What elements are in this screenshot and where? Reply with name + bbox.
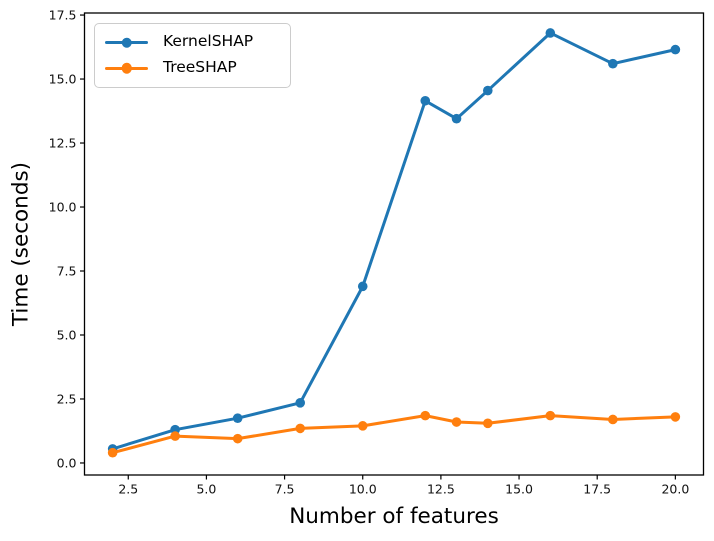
kernelshap-line-marker-icon bbox=[105, 37, 148, 48]
plot-border bbox=[83, 12, 705, 476]
y-tick-label: 17.5 bbox=[49, 7, 77, 22]
y-tick-label: 10.0 bbox=[49, 199, 77, 214]
kernelshap-point bbox=[451, 113, 462, 124]
treeshap-point bbox=[451, 417, 462, 427]
y-axis-label: Time (seconds) bbox=[8, 161, 34, 327]
y-tick-label: 2.5 bbox=[57, 391, 77, 406]
y-tick-label: 12.5 bbox=[49, 135, 77, 150]
legend-label-treeshap: TreeSHAP bbox=[163, 57, 237, 76]
treeshap-point bbox=[420, 410, 431, 421]
legend-item-kernelshap: KernelSHAP bbox=[105, 32, 280, 52]
x-tick-label: 20.0 bbox=[661, 482, 689, 497]
kernelshap-point bbox=[295, 398, 306, 408]
legend-item-treeshap: TreeSHAP bbox=[105, 57, 280, 78]
y-tick-label: 0.0 bbox=[57, 455, 77, 470]
treeshap-dot-icon bbox=[121, 63, 132, 74]
treeshap-point bbox=[107, 447, 118, 458]
kernelshap-point bbox=[545, 28, 556, 38]
legend: KernelSHAP TreeSHAP bbox=[94, 23, 291, 88]
x-tick-label: 12.5 bbox=[427, 482, 455, 497]
treeshap-line-marker-icon bbox=[105, 63, 148, 74]
x-axis-label: Number of features bbox=[289, 504, 499, 529]
y-tick-label: 5.0 bbox=[57, 327, 77, 342]
kernelshap-point bbox=[420, 95, 431, 106]
treeshap-point bbox=[357, 421, 368, 431]
treeshap-point bbox=[295, 423, 306, 434]
x-tick-label: 17.5 bbox=[583, 482, 611, 497]
treeshap-point bbox=[608, 414, 618, 425]
x-tick-label: 15.0 bbox=[505, 482, 533, 497]
legend-label-kernelshap: KernelSHAP bbox=[163, 32, 254, 50]
kernelshap-line bbox=[111, 31, 677, 451]
kernelshap-point bbox=[357, 281, 368, 292]
treeshap-point bbox=[482, 418, 493, 429]
treeshap-point bbox=[670, 412, 681, 422]
kernelshap-point bbox=[670, 44, 681, 55]
treeshap-point bbox=[232, 433, 243, 444]
kernelshap-point bbox=[608, 58, 618, 69]
x-tick-label: 2.5 bbox=[118, 482, 138, 497]
x-tick-label: 7.5 bbox=[275, 482, 295, 497]
treeshap-line bbox=[111, 414, 677, 455]
y-tick-label: 15.0 bbox=[49, 71, 77, 86]
kernelshap-point bbox=[232, 413, 243, 423]
x-tick-label: 5.0 bbox=[196, 482, 216, 497]
treeshap-point bbox=[545, 410, 556, 421]
kernelshap-point bbox=[482, 85, 493, 96]
treeshap-point bbox=[170, 431, 180, 441]
x-tick-label: 10.0 bbox=[349, 482, 377, 497]
y-tick-label: 7.5 bbox=[57, 263, 77, 278]
kernelshap-dot-icon bbox=[121, 37, 132, 48]
